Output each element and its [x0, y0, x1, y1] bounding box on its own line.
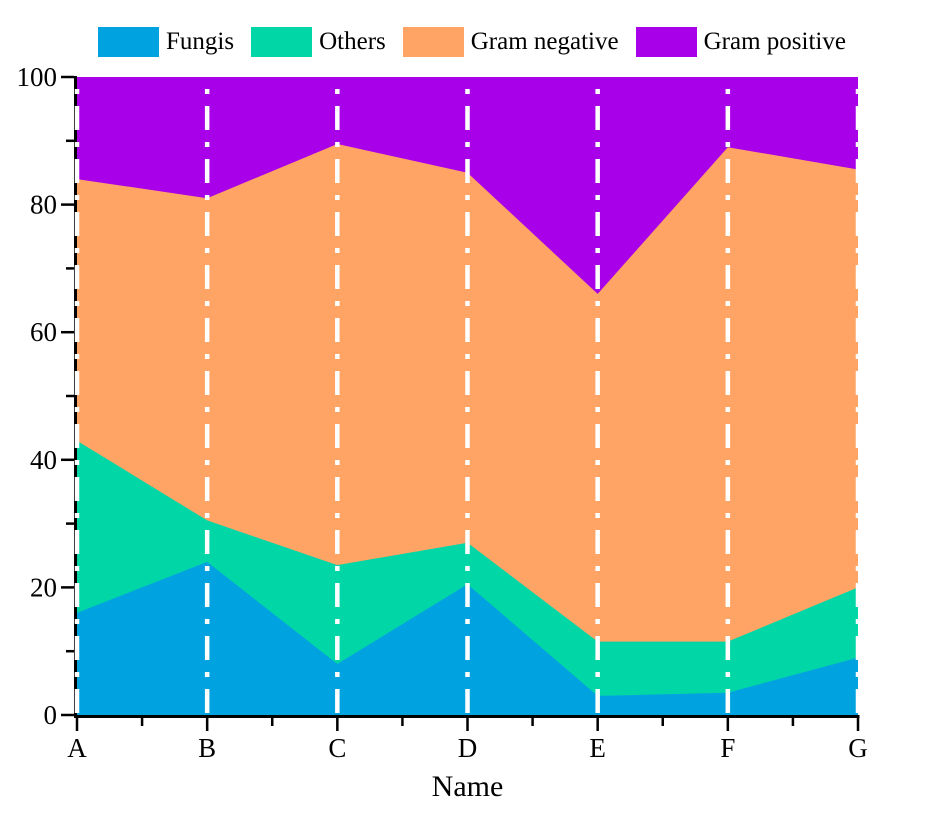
legend-swatch-fungis [98, 27, 159, 57]
y-tick-label: 0 [44, 700, 58, 730]
legend-swatch-others [251, 27, 313, 57]
legend-label-others: Others [319, 28, 386, 55]
x-tick-label: A [67, 733, 87, 763]
legend-item-gram-negative[interactable]: Gram negative [402, 26, 619, 58]
x-tick-label: C [328, 733, 346, 763]
y-tick-label: 40 [30, 445, 57, 475]
x-tick-label: E [589, 733, 606, 763]
legend-label-gram-negative: Gram negative [470, 28, 619, 55]
x-tick-label: F [720, 733, 735, 763]
y-tick-label: 20 [30, 572, 57, 602]
x-tick-label: G [848, 733, 868, 763]
legend-item-fungis[interactable]: Fungis [98, 26, 234, 58]
x-tick-label: B [198, 733, 216, 763]
legend: Fungis Others Gram negative Gram positiv… [98, 26, 846, 58]
x-tick-label: D [458, 733, 478, 763]
x-axis-title: Name [431, 770, 504, 803]
legend-label-gram-positive: Gram positive [703, 28, 846, 55]
legend-label-fungis: Fungis [166, 28, 235, 55]
y-tick-label: 60 [30, 317, 57, 347]
y-tick-label: 80 [30, 190, 57, 220]
y-tick-label: 100 [17, 62, 58, 92]
legend-swatch-gram-negative [402, 27, 464, 57]
legend-item-others[interactable]: Others [251, 26, 386, 58]
legend-item-gram-positive[interactable]: Gram positive [635, 26, 846, 58]
legend-swatch-gram-positive [635, 27, 697, 57]
